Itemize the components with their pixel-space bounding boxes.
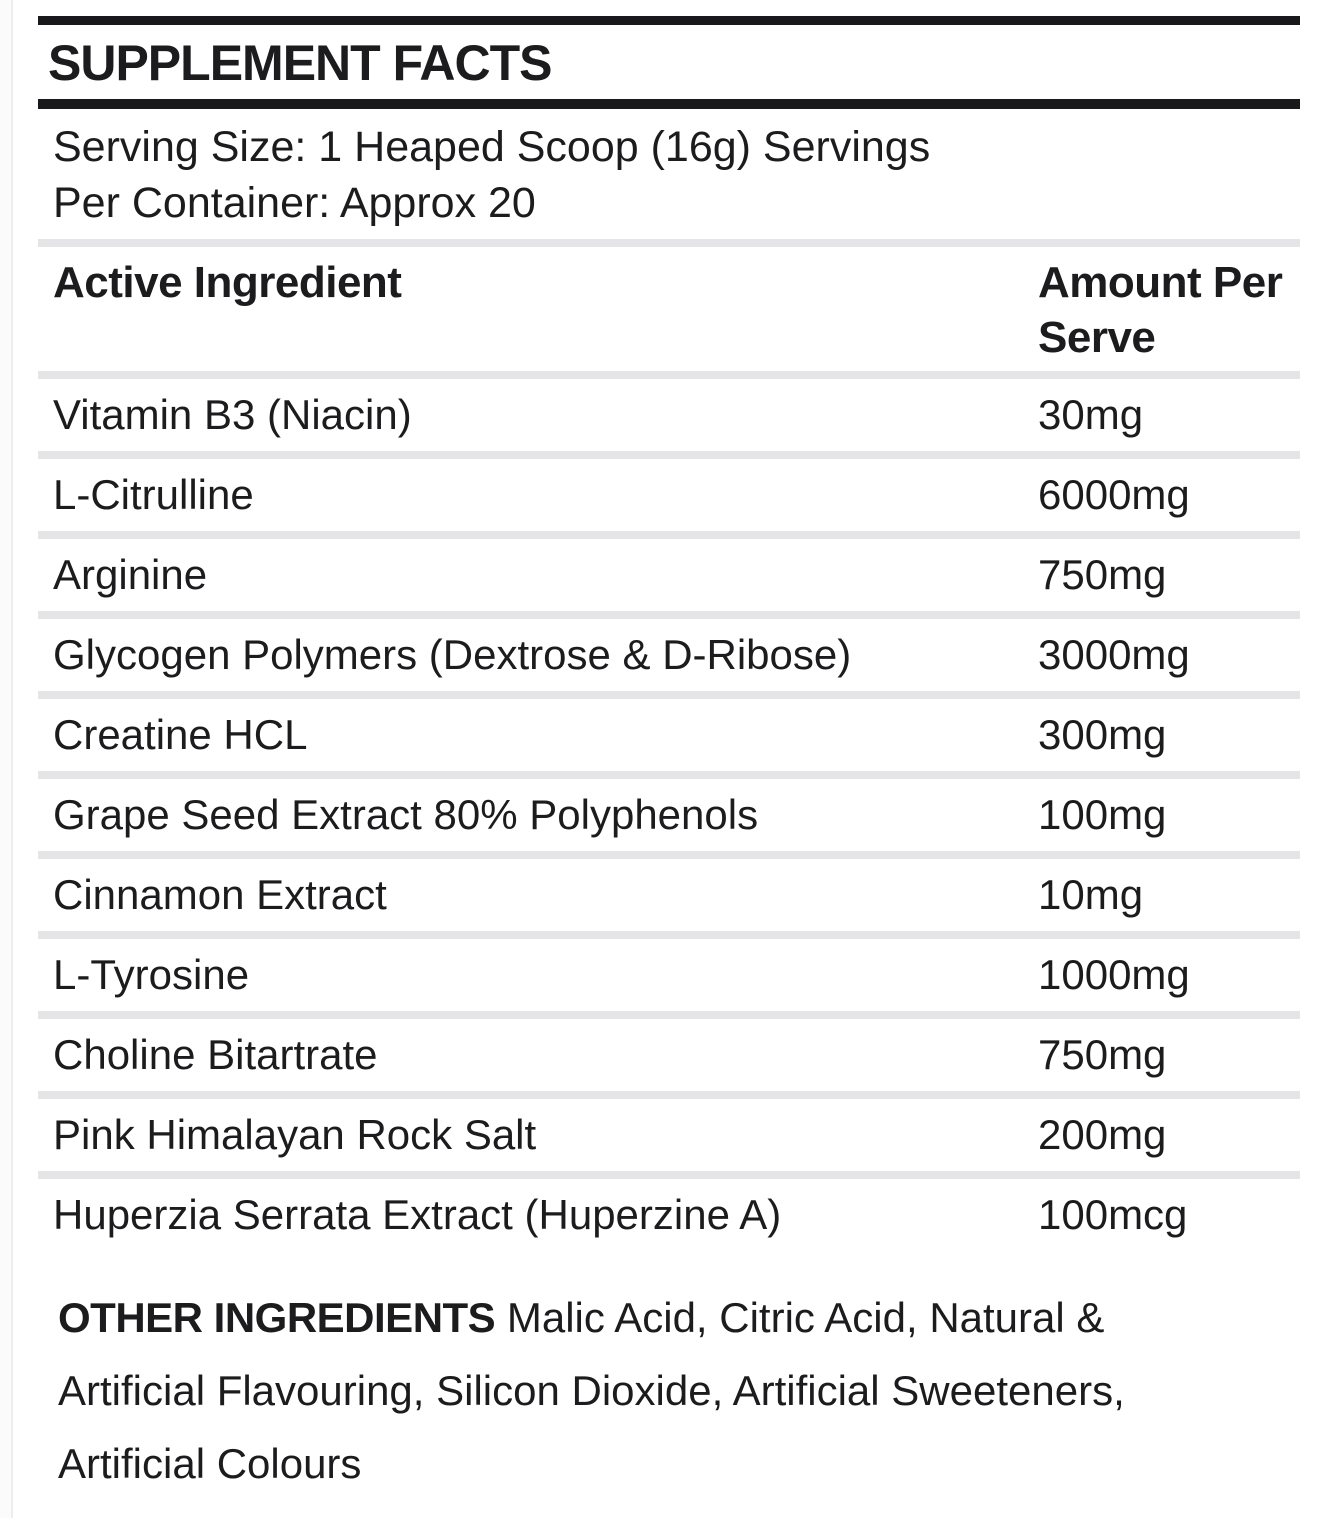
- servings-per-container-line: Per Container: Approx 20: [53, 179, 536, 227]
- section-divider: [38, 239, 1300, 247]
- top-rule: [38, 16, 1300, 25]
- column-header-amount-per-serve: Amount Per Serve: [1038, 258, 1283, 362]
- ingredient-name: Grape Seed Extract 80% Polyphenols: [53, 791, 759, 838]
- title-bottom-rule: [38, 99, 1300, 109]
- row-divider: [38, 931, 1300, 939]
- table-row: Pink Himalayan Rock Salt 200mg: [38, 1099, 1300, 1171]
- ingredient-amount: 300mg: [1038, 711, 1167, 758]
- row-divider: [38, 1011, 1300, 1019]
- ingredient-amount: 100mcg: [1038, 1191, 1188, 1238]
- ingredient-amount: 1000mg: [1038, 951, 1190, 998]
- ingredient-amount: 30mg: [1038, 391, 1144, 438]
- page-left-margin: [0, 0, 11, 1518]
- ingredient-amount: 200mg: [1038, 1111, 1167, 1158]
- ingredient-amount: 3000mg: [1038, 631, 1190, 678]
- serving-size-line: Serving Size: 1 Heaped Scoop (16g) Servi…: [53, 123, 931, 171]
- label-edge-line: [11, 0, 13, 1518]
- ingredient-name: L-Tyrosine: [53, 951, 250, 998]
- row-divider: [38, 771, 1300, 779]
- other-ingredients-label: OTHER INGREDIENTS: [58, 1294, 496, 1341]
- table-row: Cinnamon Extract 10mg: [38, 859, 1300, 931]
- ingredient-name: Pink Himalayan Rock Salt: [53, 1111, 537, 1158]
- table-row: L-Tyrosine 1000mg: [38, 939, 1300, 1011]
- table-row: Vitamin B3 (Niacin) 30mg: [38, 379, 1300, 451]
- ingredient-name: Creatine HCL: [53, 711, 308, 758]
- ingredient-name: Arginine: [53, 551, 208, 598]
- ingredient-amount: 750mg: [1038, 551, 1167, 598]
- table-row: Huperzia Serrata Extract (Huperzine A) 1…: [38, 1179, 1300, 1251]
- ingredient-amount: 100mg: [1038, 791, 1167, 838]
- row-divider: [38, 451, 1300, 459]
- ingredient-name: Choline Bitartrate: [53, 1031, 378, 1078]
- column-header-active-ingredient: Active Ingredient: [53, 258, 402, 307]
- other-ingredients-line: Artificial Colours: [58, 1440, 362, 1487]
- other-ingredients-text: Malic Acid, Citric Acid, Natural &: [506, 1294, 1105, 1341]
- supplement-facts-title: SUPPLEMENT FACTS: [48, 35, 552, 91]
- other-ingredients-line: OTHER INGREDIENTS Malic Acid, Citric Aci…: [58, 1281, 1298, 1354]
- table-row: Glycogen Polymers (Dextrose & D-Ribose) …: [38, 619, 1300, 691]
- row-divider: [38, 611, 1300, 619]
- row-divider: [38, 1091, 1300, 1099]
- table-row: Choline Bitartrate 750mg: [38, 1019, 1300, 1091]
- ingredient-name: Glycogen Polymers (Dextrose & D-Ribose): [53, 631, 852, 678]
- supplement-facts-panel: SUPPLEMENT FACTS Serving Size: 1 Heaped …: [38, 16, 1300, 1500]
- ingredient-amount: 6000mg: [1038, 471, 1190, 518]
- other-ingredients-line: Artificial Flavouring, Silicon Dioxide, …: [58, 1367, 1125, 1414]
- serving-info: Serving Size: 1 Heaped Scoop (16g) Servi…: [38, 109, 1300, 239]
- row-divider: [38, 531, 1300, 539]
- ingredient-name: L-Citrulline: [53, 471, 254, 518]
- ingredient-amount: 10mg: [1038, 871, 1144, 918]
- table-row: L-Citrulline 6000mg: [38, 459, 1300, 531]
- ingredient-name: Vitamin B3 (Niacin): [53, 391, 412, 438]
- ingredient-table: Vitamin B3 (Niacin) 30mg L-Citrulline 60…: [38, 371, 1300, 1251]
- row-divider: [38, 851, 1300, 859]
- table-header-row: Active Ingredient Amount Per Serve: [38, 247, 1300, 371]
- row-divider: [38, 1171, 1300, 1179]
- other-ingredients-section: OTHER INGREDIENTS Malic Acid, Citric Aci…: [58, 1281, 1298, 1500]
- table-row: Arginine 750mg: [38, 539, 1300, 611]
- table-row: Grape Seed Extract 80% Polyphenols 100mg: [38, 779, 1300, 851]
- ingredient-amount: 750mg: [1038, 1031, 1167, 1078]
- row-divider: [38, 691, 1300, 699]
- ingredient-name: Huperzia Serrata Extract (Huperzine A): [53, 1191, 782, 1238]
- ingredient-name: Cinnamon Extract: [53, 871, 387, 918]
- row-divider: [38, 371, 1300, 379]
- table-row: Creatine HCL 300mg: [38, 699, 1300, 771]
